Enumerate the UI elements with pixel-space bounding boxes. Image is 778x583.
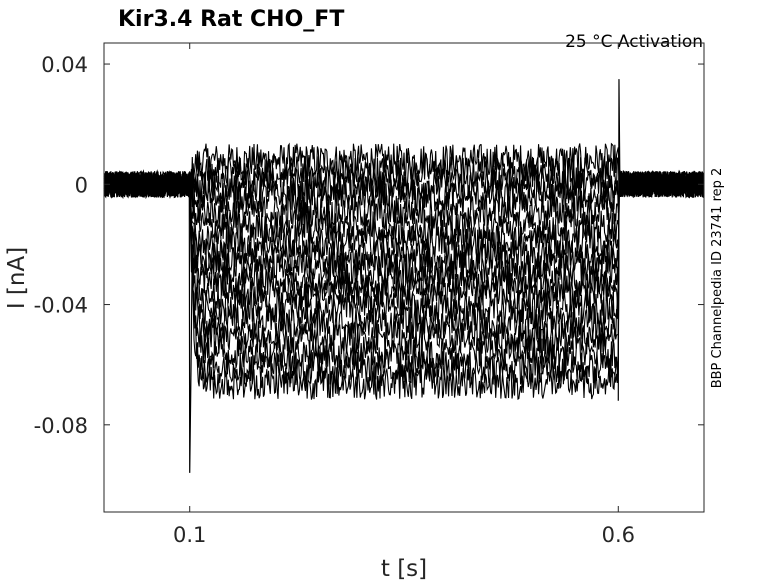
trace-group	[103, 79, 705, 473]
current-trace-5	[103, 170, 705, 230]
chart-subtitle: 25 °C Activation	[565, 32, 703, 52]
y-tick-label: 0.04	[41, 53, 88, 77]
offset-transient	[617, 79, 622, 401]
current-trace-15	[103, 171, 705, 371]
y-tick-label: -0.08	[34, 414, 88, 438]
x-axis-label: t [s]	[381, 556, 427, 582]
current-trace-13	[103, 171, 705, 341]
x-tick-label: 0.1	[173, 523, 206, 547]
x-ticks: 0.1 0.6	[173, 43, 635, 547]
current-trace-11	[103, 170, 705, 310]
current-trace-2	[103, 155, 705, 199]
current-trace-12	[103, 170, 705, 325]
y-tick-label: -0.04	[34, 294, 88, 318]
current-trace-16	[103, 170, 705, 386]
current-trace-17	[103, 170, 705, 401]
y-axis-label: I [nA]	[4, 247, 30, 309]
channelpedia-id-note: BBP Channelpedia ID 23741 rep 2	[710, 168, 725, 389]
current-trace-6	[103, 169, 705, 244]
current-trace-7	[103, 170, 705, 260]
onset-transient	[188, 184, 193, 473]
x-tick-label: 0.6	[602, 523, 635, 547]
axes-frame	[103, 42, 705, 513]
y-ticks: 0.04 0 -0.04 -0.08	[34, 53, 704, 438]
chart-title: Kir3.4 Rat CHO_FT	[118, 7, 344, 32]
y-tick-label: 0	[75, 173, 88, 197]
current-trace-10	[103, 170, 705, 298]
